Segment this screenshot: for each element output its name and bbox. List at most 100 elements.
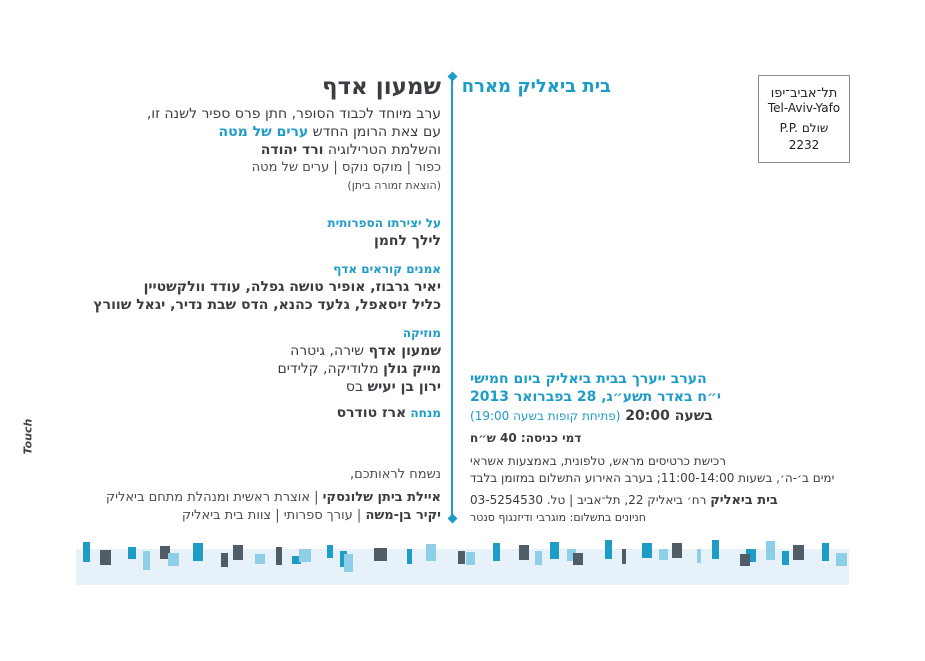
skyline-building [659, 549, 668, 560]
new-book-title: ערים של מטה [218, 124, 309, 140]
intro-text: והשלמת הטרילוגיה [323, 142, 441, 158]
skyline-building [233, 545, 243, 560]
intro-text: עם צאת הרומן החדש [308, 124, 441, 140]
skyline-building [221, 553, 228, 567]
lecture-speaker: לילך לחמן [373, 233, 441, 249]
skyline-building [793, 545, 804, 560]
skyline-building [327, 545, 333, 558]
touch-logo: Touch [21, 418, 35, 455]
program-column: שמעון אדף ערב מיוחד לכבוד הסופר, חתן פרס… [41, 72, 441, 422]
intro-line-1: ערב מיוחד לכבוד הסופר, חתן פרס ספיר לשנה… [146, 106, 441, 122]
tickets-info-2: ימים ב׳-ה׳, בשעות 11:00-14:00; בערב האיר… [470, 471, 835, 485]
event-start-time: בשעה 20:00 [620, 408, 713, 424]
trilogy-books: כפור | מוקס נוקס | ערים של מטה [251, 160, 441, 175]
book-title: ורד יהודה [260, 142, 324, 158]
signature-2: יקיר בן-משה | עורך ספרותי | צוות בית ביא… [41, 507, 441, 525]
lecture-heading: על יצירתו הספרותית [327, 216, 441, 230]
performer-role: שירה, גיטרה [290, 343, 369, 359]
venue-address-text: רח׳ ביאליק 22, תל־אביב | טל. 03-5254530 [470, 493, 711, 507]
skyline-building [374, 548, 387, 561]
greeting: נשמח לראותכם, [349, 467, 441, 482]
stamp-paid: P.P. שולם [779, 121, 829, 135]
readers-line-2: כליל זיסאפל, גלעד כהנא, הדס שבת נדיר, יג… [93, 297, 441, 313]
skyline-building [672, 543, 682, 558]
skyline-building [642, 543, 652, 558]
skyline-building [712, 540, 719, 559]
skyline-building [276, 547, 282, 565]
skyline-building [573, 553, 583, 565]
moderator-name: ארז טודרס [336, 405, 407, 421]
entry-price: דמי כניסה: 40 ש״ח [470, 431, 582, 445]
skyline-building [493, 543, 500, 561]
performer-name: ירון בן יעיש [367, 379, 441, 395]
readers-heading: אמנים קוראים אדף [333, 262, 441, 276]
skyline-building [100, 550, 111, 565]
skyline-building [519, 545, 529, 560]
skyline-building [143, 551, 150, 570]
skyline-building [426, 544, 436, 561]
music-performer: ירון בן יעיש בס [41, 378, 441, 396]
skyline-building [128, 547, 136, 559]
event-date: י״ח באדר תשע״ג, 28 בפברואר 2013 [470, 389, 722, 405]
skyline-building [458, 551, 465, 564]
stamp-city-hebrew: תל־אביב־יפו [770, 86, 838, 101]
skyline-building [567, 549, 576, 561]
signature-role: | עורך ספרותי | צוות בית ביאליק [181, 508, 366, 523]
performer-name: מייק גולן [383, 361, 441, 377]
venue-address: בית ביאליק רח׳ ביאליק 22, תל־אביב | טל. … [470, 491, 855, 510]
skyline-building [407, 549, 412, 564]
performer-name: שמעון אדף [368, 343, 441, 359]
skyline-building [255, 554, 265, 564]
intro-line-2: עם צאת הרומן החדש ערים של מטה [41, 123, 441, 141]
skyline-building [299, 549, 311, 562]
signature-name: איילת ביתן שלונסקי [322, 490, 441, 505]
performer-role: בס [345, 379, 368, 395]
skyline-building [740, 554, 750, 566]
signature-role: | אוצרת ראשית ומנהלת מתחם ביאליק [105, 490, 323, 505]
skyline-building [193, 543, 203, 561]
moderator-label: מנחה [406, 406, 441, 420]
signature-1: איילת ביתן שלונסקי | אוצרת ראשית ומנהלת … [41, 489, 441, 507]
stamp-city-english: Tel-Aviv-Yafo [767, 101, 841, 115]
skyline-building [340, 551, 347, 567]
music-performer: שמעון אדף שירה, גיטרה [41, 342, 441, 360]
skyline-building [550, 542, 559, 559]
publisher: (הוצאת זמורה ביתן) [347, 179, 441, 192]
author-name: שמעון אדף [322, 74, 441, 100]
skyline-building [466, 552, 475, 565]
closing: נשמח לראותכם, איילת ביתן שלונסקי | אוצרת… [41, 466, 441, 525]
postage-stamp-box: תל־אביב־יפו Tel-Aviv-Yafo P.P. שולם 2232 [758, 75, 850, 163]
music-heading: מוזיקה [402, 326, 441, 340]
signature-name: יקיר בן-משה [365, 508, 441, 523]
skyline-building [344, 554, 353, 572]
skyline-building [746, 549, 756, 562]
performer-role: מלודיקה, קלידים [277, 361, 384, 377]
divider-top-diamond [447, 71, 458, 82]
skyline-building [822, 543, 829, 561]
music-performer: מייק גולן מלודיקה, קלידים [41, 360, 441, 378]
parking-info: חניונים בתשלום: מוגרבי ודיזנגוף סנטר [470, 511, 646, 524]
event-details: הערב ייערך בבית ביאליק ביום חמישי י״ח בא… [470, 370, 855, 525]
tickets-info-1: רכישת כרטיסים מראש, טלפונית, באמצעות אשר… [470, 454, 726, 468]
intro-line-3: והשלמת הטרילוגיה ורד יהודה [41, 141, 441, 159]
host-title: בית ביאליק מארח [461, 76, 611, 97]
skyline-building [766, 541, 775, 560]
divider-bottom-diamond [447, 513, 458, 524]
skyline-building [535, 551, 542, 565]
skyline-building [83, 542, 90, 562]
skyline-building [782, 551, 789, 565]
skyline-building [160, 546, 170, 559]
skyline-building [697, 549, 701, 563]
vertical-divider [451, 78, 453, 518]
skyline-building [622, 549, 626, 564]
skyline-building [836, 553, 847, 566]
venue-name: בית ביאליק [710, 493, 778, 508]
readers-line-1: יאיר גרבוז, אופיר טושה גפלה, עודד וולקשט… [143, 279, 441, 295]
doors-open-time: (פתיחת קופות בשעה 19:00) [470, 409, 621, 423]
skyline-building [292, 556, 301, 564]
event-time: בשעה 20:00 (פתיחת קופות בשעה 19:00) [470, 406, 855, 425]
skyline-building [605, 540, 612, 559]
stamp-number: 2232 [788, 138, 820, 152]
event-venue-day: הערב ייערך בבית ביאליק ביום חמישי [470, 371, 707, 387]
skyline-building [168, 553, 179, 566]
